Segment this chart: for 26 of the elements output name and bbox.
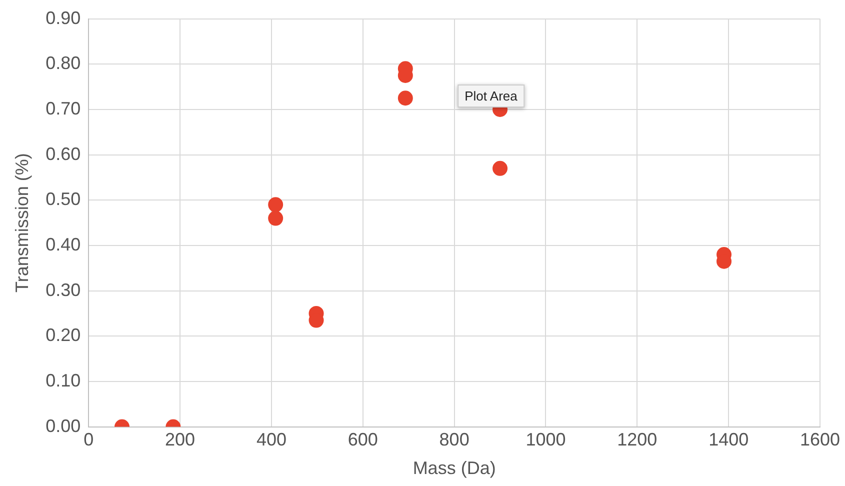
y-tick-label: 0.20 bbox=[46, 325, 81, 346]
y-tick-label: 0.70 bbox=[46, 98, 81, 118]
x-tick-label: 1600 bbox=[800, 430, 840, 450]
y-axis-title: Transmission (%) bbox=[12, 153, 32, 292]
y-tick-label: 0.50 bbox=[46, 189, 81, 210]
annotation: Plot Area bbox=[458, 84, 524, 108]
x-tick-label: 600 bbox=[348, 430, 378, 450]
x-axis-title: Mass (Da) bbox=[412, 458, 496, 478]
y-tick-label: 0.80 bbox=[46, 53, 81, 74]
x-tick-label: 1000 bbox=[526, 430, 566, 450]
point bbox=[268, 197, 284, 212]
x-tick-label: 800 bbox=[439, 430, 470, 450]
x-tick-label: 200 bbox=[165, 430, 196, 450]
y-tick-label: 0.40 bbox=[46, 234, 81, 254]
point bbox=[492, 160, 508, 176]
y-tick-label: 0.90 bbox=[46, 8, 81, 28]
y-tick-label: 0.60 bbox=[46, 144, 81, 164]
x-tick-label: 400 bbox=[256, 430, 286, 450]
point bbox=[398, 90, 413, 106]
x-tick-label: 0 bbox=[84, 430, 94, 450]
y-tick-label: 0.00 bbox=[46, 416, 81, 436]
point bbox=[268, 210, 284, 226]
y-tick-label: 0.30 bbox=[46, 280, 81, 300]
x-tick-label: 1200 bbox=[617, 430, 658, 450]
y-tick-label: 0.10 bbox=[46, 370, 81, 390]
x-tick-label: 1400 bbox=[708, 430, 749, 450]
